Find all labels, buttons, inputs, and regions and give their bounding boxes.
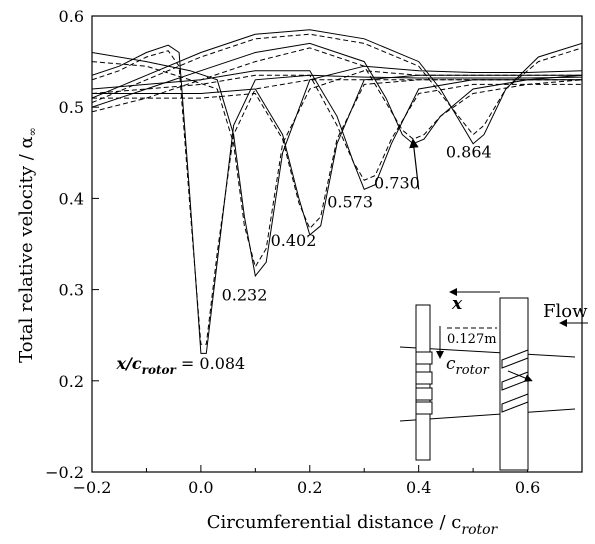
x-tick-label: 0.2 (297, 478, 322, 497)
plot-frame (91, 15, 583, 473)
x-tick-label: 0.6 (515, 478, 540, 497)
y-tick-label: −0.2 (45, 463, 84, 482)
series-line-0730-dashed (92, 47, 582, 140)
curve-label-0864: 0.864 (446, 142, 492, 161)
curve-label-0573: 0.573 (327, 193, 373, 212)
curve-label-0084: x/crotor = 0.084 (116, 354, 246, 377)
series-line-0232-solid (92, 52, 582, 278)
rotor-schematic-inset: x 0.127m crotor Flow (399, 288, 588, 471)
x-axis-title: Circumferential distance / crotor (207, 512, 499, 538)
curve-label-0730: 0.730 (374, 173, 420, 192)
inset-blade-left-3 (415, 387, 433, 401)
curve-label-0232: 0.232 (222, 286, 268, 305)
axes-layer: −0.2 0.0 0.2 0.4 0.6 −0.2 0.2 0.3 0.4 0.5 0.6 (45, 7, 583, 497)
series-line-0232-dashed (92, 61, 582, 269)
series-line-0864-solid (92, 29, 582, 145)
series-line-0084-dashed (92, 50, 582, 345)
series-line-0864-dashed (92, 33, 582, 136)
inset-blade-left-2 (415, 371, 433, 385)
series-line-0573-dashed (92, 74, 582, 181)
series-layer (92, 29, 582, 354)
annotation-arrow-0730 (409, 138, 420, 190)
series-line-0402-solid (92, 74, 582, 236)
series-line-0084-solid (92, 44, 582, 354)
inset-blade-left-4 (415, 401, 433, 415)
inset-c-arrow (507, 370, 533, 382)
x-tick-label: 0.4 (406, 478, 431, 497)
series-line-0730-solid (92, 42, 582, 145)
y-axis-title: Total relative velocity / α∞ (16, 127, 39, 363)
inset-rotor-blade-3 (501, 393, 529, 413)
y-tick-label: 0.5 (59, 98, 84, 117)
inset-x-label: x (451, 294, 463, 314)
y-tick-label: 0.6 (59, 7, 84, 26)
y-tick-label: 0.3 (59, 281, 84, 300)
x-tick-label: −0.2 (73, 478, 112, 497)
y-tick-label: 0.2 (59, 372, 84, 391)
x-tick-label: 0.0 (188, 478, 213, 497)
series-line-0573-solid (92, 70, 582, 190)
inset-rotor-blade-1 (501, 349, 529, 369)
inset-blade-left-1 (415, 351, 433, 365)
inset-c-rotor-label: crotor (446, 354, 490, 378)
inset-flow-label: Flow (543, 301, 588, 322)
inset-dimension-label: 0.127m (447, 332, 497, 347)
curve-label-0402: 0.402 (271, 231, 317, 250)
y-tick-label: 0.4 (59, 189, 84, 208)
